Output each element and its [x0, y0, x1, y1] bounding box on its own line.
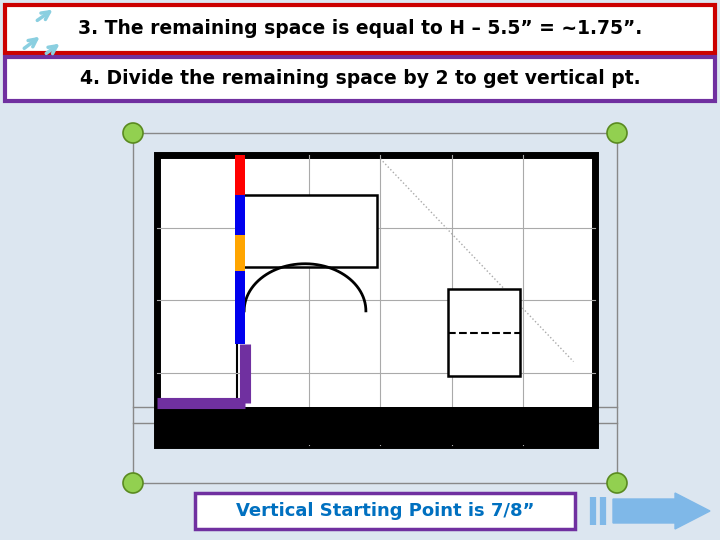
Circle shape — [607, 473, 627, 493]
FancyBboxPatch shape — [5, 5, 715, 53]
FancyBboxPatch shape — [235, 195, 245, 235]
Text: 4. Divide the remaining space by 2 to get vertical pt.: 4. Divide the remaining space by 2 to ge… — [80, 70, 640, 89]
Circle shape — [123, 123, 143, 143]
FancyBboxPatch shape — [195, 493, 575, 529]
FancyBboxPatch shape — [235, 271, 245, 343]
FancyBboxPatch shape — [157, 407, 595, 424]
Text: 3. The remaining space is equal to H – 5.5” = ~1.75”.: 3. The remaining space is equal to H – 5… — [78, 19, 642, 38]
FancyBboxPatch shape — [449, 289, 520, 376]
FancyArrow shape — [613, 493, 710, 529]
FancyBboxPatch shape — [157, 423, 595, 445]
Circle shape — [607, 123, 627, 143]
FancyBboxPatch shape — [235, 235, 245, 271]
FancyBboxPatch shape — [237, 195, 377, 267]
Text: Vertical Starting Point is 7/8”: Vertical Starting Point is 7/8” — [235, 502, 534, 520]
FancyBboxPatch shape — [157, 155, 595, 445]
FancyBboxPatch shape — [235, 155, 245, 195]
FancyBboxPatch shape — [5, 57, 715, 101]
Circle shape — [123, 473, 143, 493]
